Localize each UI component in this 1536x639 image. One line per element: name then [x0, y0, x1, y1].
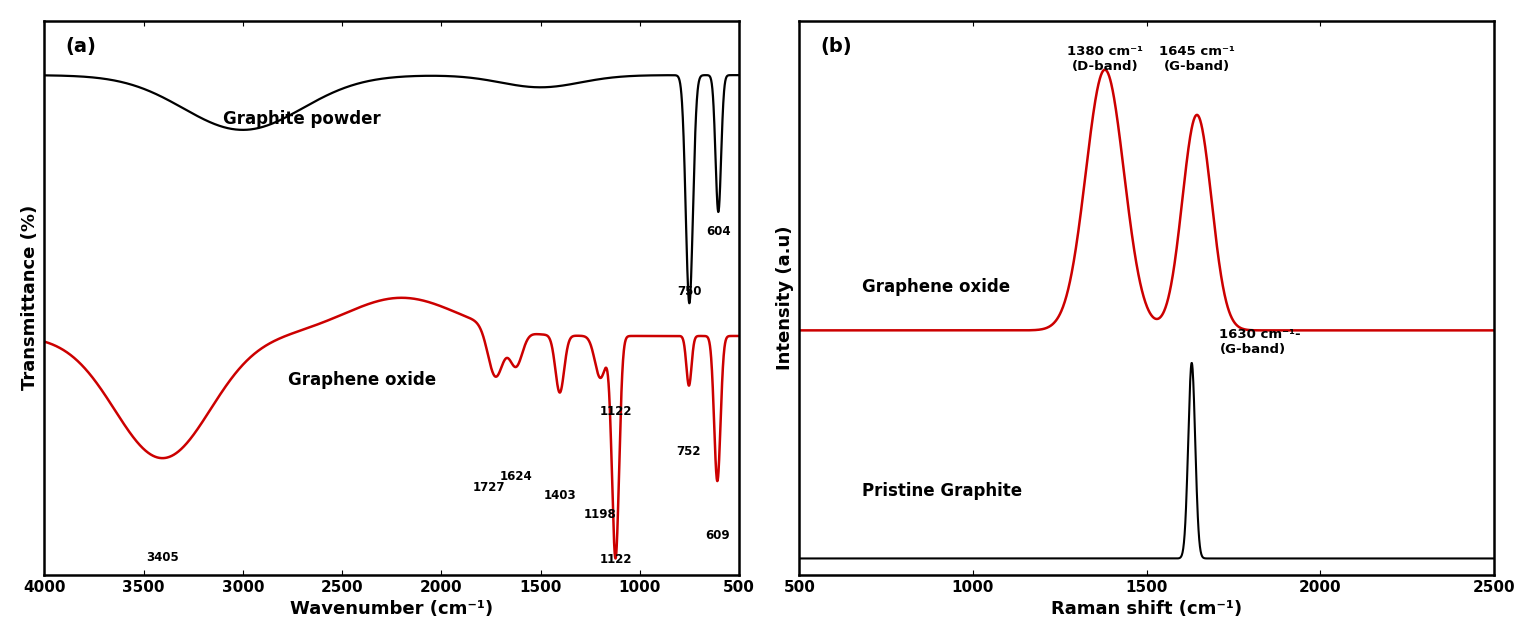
Text: Graphene oxide: Graphene oxide	[862, 279, 1011, 296]
Text: 604: 604	[707, 226, 731, 238]
Text: 1198: 1198	[584, 508, 617, 521]
Text: 1122: 1122	[599, 553, 631, 566]
Text: Graphite powder: Graphite powder	[224, 110, 381, 128]
Text: 750: 750	[677, 285, 702, 298]
Text: 1645 cm⁻¹
(G-band): 1645 cm⁻¹ (G-band)	[1160, 45, 1235, 73]
Text: Graphene oxide: Graphene oxide	[287, 371, 436, 389]
Y-axis label: Transmittance (%): Transmittance (%)	[22, 205, 38, 390]
X-axis label: Wavenumber (cm⁻¹): Wavenumber (cm⁻¹)	[290, 600, 493, 618]
Text: Pristine Graphite: Pristine Graphite	[862, 482, 1021, 500]
Text: 609: 609	[705, 530, 730, 543]
Text: 1380 cm⁻¹
(D-band): 1380 cm⁻¹ (D-band)	[1068, 45, 1143, 73]
Text: 752: 752	[677, 445, 702, 458]
Text: 1630 cm⁻¹-
(G-band): 1630 cm⁻¹- (G-band)	[1220, 328, 1301, 356]
Text: 1727: 1727	[473, 481, 505, 493]
Y-axis label: Intensity (a.u): Intensity (a.u)	[776, 226, 794, 370]
Text: 1122: 1122	[599, 404, 631, 417]
X-axis label: Raman shift (cm⁻¹): Raman shift (cm⁻¹)	[1051, 600, 1243, 618]
Text: 1624: 1624	[499, 470, 533, 482]
Text: 3405: 3405	[146, 551, 178, 564]
Text: 1403: 1403	[544, 489, 576, 502]
Text: (a): (a)	[65, 38, 97, 56]
Text: (b): (b)	[820, 38, 852, 56]
